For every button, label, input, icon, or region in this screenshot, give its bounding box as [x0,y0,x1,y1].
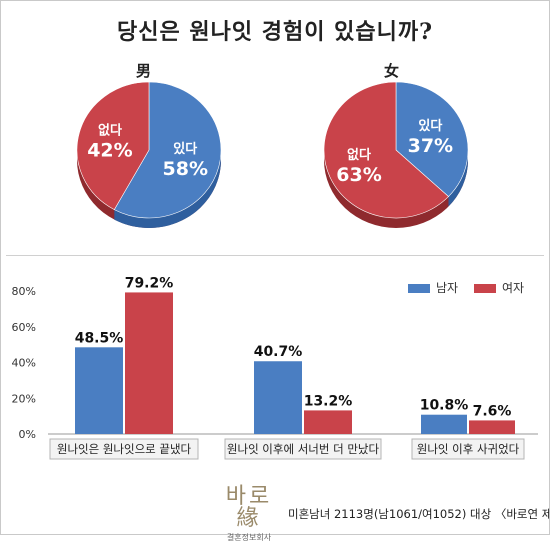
bar-female-2 [469,420,515,434]
female-pie-side-wall-blue [448,150,468,207]
bar-value-label: 7.6% [473,403,512,419]
legend-swatch-female [474,284,496,293]
female-pie-slice-no [323,81,449,219]
bar-chart: 0% 20% 40% 60% 80% 48.5% 79.2% 원나잇은 원나잇으로 끝냈다 40… [12,275,538,460]
pie-title-male: 男 [136,62,152,80]
female-pie-yes-label: 있다 [418,118,442,134]
y-tick-label: 20% [12,392,36,405]
y-tick-label: 0% [19,428,36,441]
category-label: 원나잇은 원나잇으로 끝냈다 [57,442,192,456]
bar-value-label: 79.2% [125,275,174,291]
bar-value-label: 48.5% [75,330,124,346]
legend-swatch-male [408,284,430,293]
female-pie-yes-value: 37% [408,135,453,157]
male-pie-yes-label: 있다 [173,141,197,157]
bar-male-0 [75,347,123,434]
male-pie-slice-no [76,81,150,210]
category-box [411,438,525,460]
bar-male-1 [254,361,302,434]
bar-value-label: 13.2% [304,393,353,409]
legend-label-female: 여자 [502,281,525,295]
pie-title-female: 女 [384,62,400,80]
female-pie-slice-yes [395,81,469,197]
bar-male-2 [421,414,467,434]
legend-item-male: 남자 [408,279,458,296]
y-tick-label: 80% [12,285,36,298]
logo-subtitle: 결혼정보회사 [226,533,272,542]
female-pie-no-label: 없다 [347,147,371,163]
male-pie-no-label: 없다 [98,123,122,139]
bar-value-label: 40.7% [254,344,303,360]
y-tick-label: 60% [12,321,36,334]
bar-female-1 [304,410,352,434]
category-label: 원나잇 이후에 서너번 더 만났다 [227,442,380,456]
male-pie-slice-yes [113,81,222,219]
y-tick-label: 40% [12,357,36,370]
category-box [49,438,199,460]
female-pie-no-value: 63% [336,164,381,186]
legend-label-male: 남자 [436,281,459,295]
category-box [224,438,382,460]
category-label: 원나잇 이후 사귀었다 [417,442,520,456]
page-title: 당신은 원나잇 경험이 있습니까? [117,19,433,45]
male-pie-no-value: 42% [87,140,132,162]
bar-female-0 [125,292,173,434]
bar-value-label: 10.8% [420,398,469,414]
source-note: 미혼남녀 2113명(남1061/여1052) 대상 〈바로연 제공〉 [288,507,550,521]
brand-logo: 바로緣 결혼정보회사 [214,486,284,543]
section-divider [6,255,544,256]
legend-item-female: 여자 [474,279,524,296]
male-pie-side-wall-blue [114,150,221,228]
male-pie-yes-value: 58% [163,158,208,180]
logo-text: 바로緣 [225,484,273,531]
